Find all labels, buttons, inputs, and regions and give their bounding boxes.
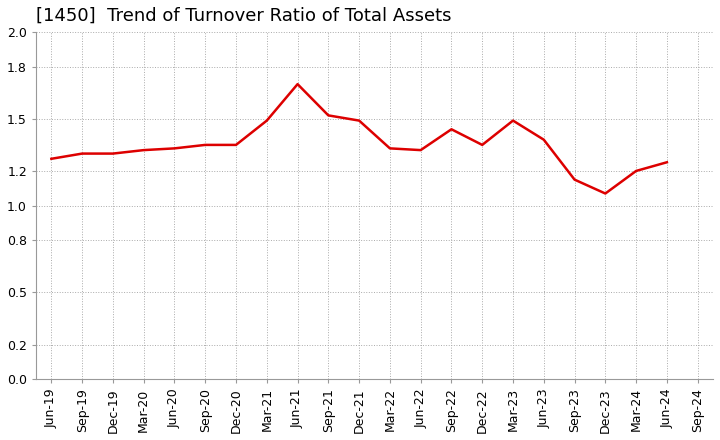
- Text: [1450]  Trend of Turnover Ratio of Total Assets: [1450] Trend of Turnover Ratio of Total …: [36, 7, 451, 25]
